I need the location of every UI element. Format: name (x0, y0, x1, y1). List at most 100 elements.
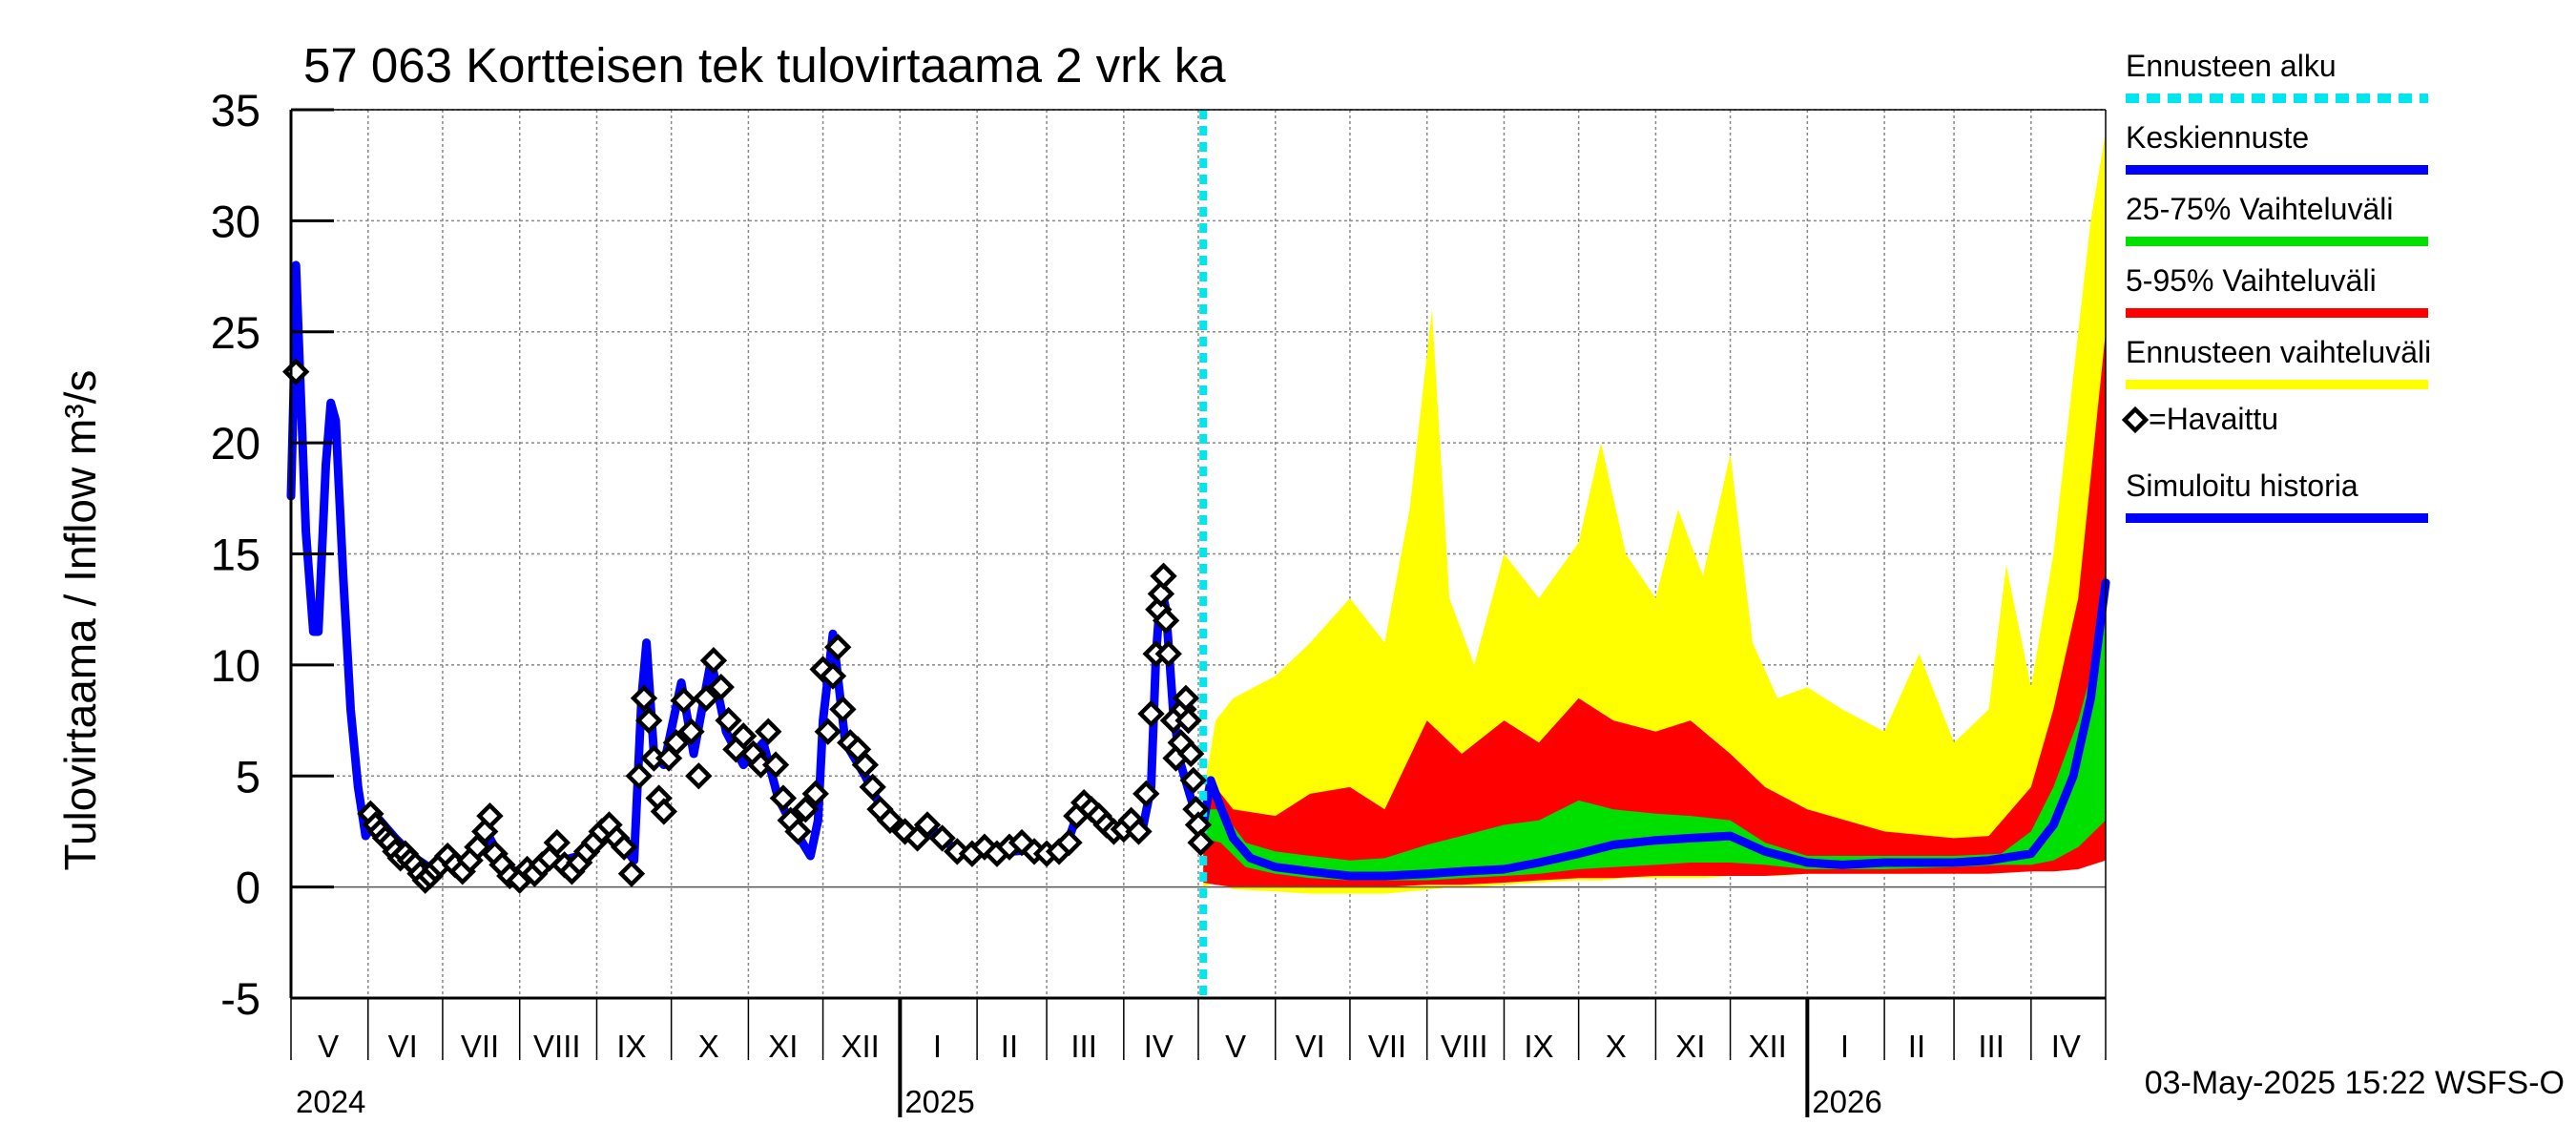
month-label: VIII (533, 1029, 581, 1064)
month-label: IV (1144, 1029, 1174, 1064)
y-axis-label: Tulovirtaama / Inflow m³/s (55, 370, 105, 871)
observed-point (617, 860, 646, 887)
month-label: V (1225, 1029, 1246, 1064)
y-tick-label: 15 (211, 530, 260, 580)
observed-point (630, 684, 658, 712)
y-tick-label: 20 (211, 418, 260, 468)
observed-point (715, 706, 742, 735)
legend-label: 5-95% Vaihteluväli (2126, 263, 2377, 298)
observed-point (692, 684, 720, 712)
observed-point (829, 696, 857, 723)
observed-point (662, 729, 691, 757)
observed-point (1055, 828, 1083, 857)
y-tick-label: -5 (220, 973, 260, 1024)
month-label: IX (616, 1029, 646, 1064)
legend-observed-symbol (2121, 406, 2150, 434)
observed-point (699, 647, 728, 675)
footer-timestamp: 03-May-2025 15:22 WSFS-O (2145, 1065, 2565, 1101)
observed-point (1150, 562, 1177, 590)
month-label: IX (1524, 1029, 1553, 1064)
legend-label: =Havaittu (2149, 402, 2278, 436)
month-label: III (1978, 1029, 2005, 1064)
observed-point (824, 634, 852, 661)
month-label: V (318, 1029, 339, 1064)
legend: Ennusteen alku Keskiennuste 25-75% Vaihtel… (2121, 49, 2431, 523)
y-tick-label: 10 (211, 640, 260, 691)
observed-point (625, 762, 653, 790)
observed-point (1147, 580, 1175, 608)
month-label: X (698, 1029, 719, 1064)
observed-point (685, 762, 713, 790)
observed-point (610, 833, 638, 861)
month-label: VIII (1441, 1029, 1488, 1064)
observed-point (707, 673, 735, 701)
month-label: VI (388, 1029, 418, 1064)
observed-point (677, 718, 705, 745)
observed-point (792, 795, 820, 823)
observed-point (1152, 607, 1180, 635)
observed-point (784, 818, 812, 845)
observed-point (755, 718, 782, 745)
observed-point (814, 718, 841, 745)
observed-point (1172, 684, 1200, 712)
observed-point (819, 662, 847, 690)
y-tick-label: 5 (236, 751, 260, 802)
month-label: I (933, 1029, 942, 1064)
month-label: XII (1748, 1029, 1786, 1064)
observed-point (1174, 706, 1202, 735)
chart-title: 57 063 Kortteisen tek tulovirtaama 2 vrk… (303, 38, 1226, 93)
month-label: XI (768, 1029, 798, 1064)
observed-point (1137, 699, 1165, 728)
month-label: XI (1675, 1029, 1705, 1064)
legend-label: 25-75% Vaihteluväli (2126, 192, 2393, 226)
year-label: 2024 (296, 1084, 365, 1119)
series-line-keskiennuste (1198, 578, 2110, 881)
observed-point (670, 686, 697, 715)
observed-point (1132, 780, 1160, 808)
y-tick-label: 25 (211, 307, 260, 358)
y-tick-label: 30 (211, 196, 260, 246)
month-label: II (1908, 1029, 1925, 1064)
month-label: VI (1296, 1029, 1325, 1064)
legend-label: Keskiennuste (2126, 120, 2309, 155)
y-tick-label: 35 (211, 85, 260, 135)
observed-point (635, 706, 663, 735)
month-label: XII (841, 1029, 879, 1064)
observed-point (928, 824, 956, 852)
observed-point (851, 751, 880, 779)
observed-point (730, 722, 758, 750)
month-label: VII (1368, 1029, 1406, 1064)
observed-point (859, 773, 886, 802)
observed-point (769, 784, 798, 812)
observed-point (471, 818, 499, 845)
year-label: 2026 (1812, 1084, 1881, 1119)
observed-point (1179, 766, 1207, 795)
legend-label: Simuloitu historia (2126, 468, 2358, 503)
observed-point (476, 802, 504, 830)
observed-point (1154, 640, 1182, 668)
month-label: III (1070, 1029, 1097, 1064)
legend-label: Ennusteen vaihteluväli (2126, 335, 2431, 369)
month-label: IV (2051, 1029, 2081, 1064)
observed-points (282, 358, 1215, 894)
observed-point (876, 806, 904, 834)
year-label: 2025 (904, 1084, 974, 1119)
y-tick-label: 0 (236, 863, 260, 913)
month-label: VII (461, 1029, 499, 1064)
observed-point (1187, 828, 1215, 857)
observed-point (1125, 818, 1153, 845)
legend-label: Ennusteen alku (2126, 49, 2337, 83)
band-ennusteen-vaihteluv-li (1203, 132, 2106, 894)
month-label: X (1606, 1029, 1627, 1064)
observed-point (543, 828, 571, 857)
observed-point (650, 798, 678, 825)
band-5-95-vaihteluv-li (1203, 331, 2106, 887)
observed-point (1177, 739, 1205, 768)
month-label: I (1840, 1029, 1849, 1064)
observed-point (913, 811, 942, 839)
observed-point (801, 780, 829, 808)
observed-point (761, 751, 790, 779)
